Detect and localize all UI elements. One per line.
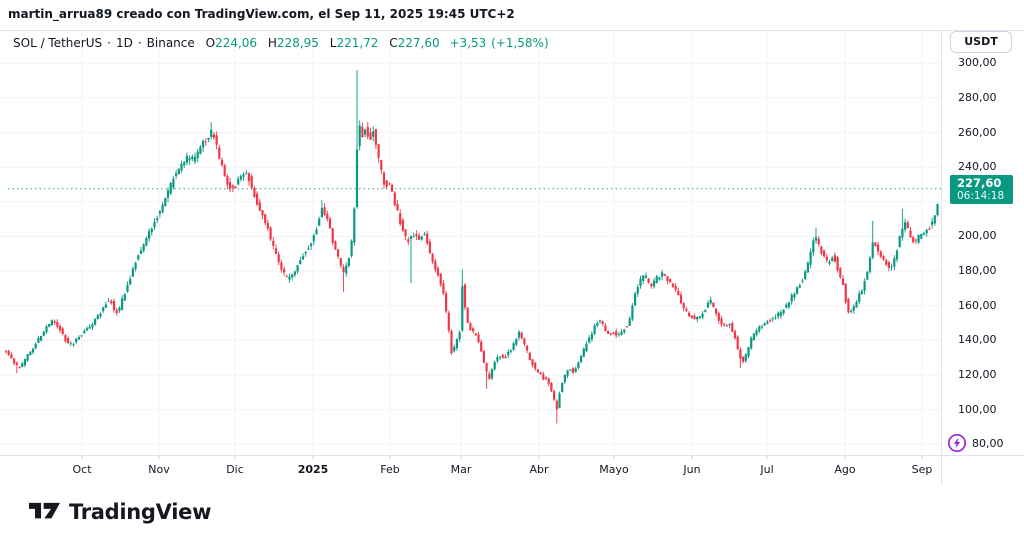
time-tick-label: Sep [911,463,933,476]
interval-label[interactable]: 1D [115,36,133,50]
price-tick-label: 280,00 [958,90,997,104]
price-tick-label: 120,00 [958,368,997,382]
time-tick-label: Nov [148,463,170,476]
symbol-legend: SOL / TetherUS · 1D · Binance O224,06 H228,9… [13,36,549,50]
price-tick-label: 260,00 [958,125,997,139]
price-tick-label: 180,00 [958,264,997,278]
price-tick-label: 200,00 [958,229,997,243]
time-tick-label: Mayo [599,463,629,476]
time-tick-label: Mar [450,463,472,476]
symbol-name[interactable]: SOL / TetherUS [13,36,103,50]
attribution-text: martin_arrua89 creado con TradingView.co… [8,7,515,21]
time-tick-label: Abr [529,463,549,476]
time-tick-label: Oct [72,463,92,476]
price-tick-label: 80,00 [972,437,1004,451]
tradingview-logo-icon [29,502,60,519]
price-tick-label: 140,00 [958,333,997,347]
exchange-label[interactable]: Binance [146,36,195,50]
ohlc-high: H228,95 [267,36,319,50]
lightning-icon [947,433,967,453]
time-tick-label: Jun [683,463,701,476]
legend-separator: · [107,36,111,50]
price-axis[interactable]: 300,00 280,00 260,00 240,00 200,00 180,00 160,… [941,30,1024,455]
legend-separator: · [137,36,142,50]
ohlc-open: O224,06 [205,36,258,50]
time-tick-label: Ago [834,463,856,476]
change-percent: (+1,58%) [491,36,549,50]
time-tick-label: Dic [226,463,244,476]
last-price-badge[interactable]: 227,60 06:14:18 [950,174,1013,204]
time-tick-label: Jul [760,463,774,476]
ohlc-close: C227,60 [389,36,440,50]
price-tick-label: 160,00 [958,298,997,312]
last-price-value: 227,60 [957,175,1002,190]
bar-countdown: 06:14:18 [957,189,1005,202]
price-tick-label: 240,00 [958,160,997,174]
price-tick-label: 300,00 [958,56,997,70]
time-tick-label: Feb [380,463,400,476]
footer-bar: TradingView [0,486,1024,541]
boost-button[interactable] [947,433,967,453]
change-absolute: +3,53 [449,36,487,50]
tradingview-logo-text: TradingView [69,499,212,524]
currency-toggle-button[interactable]: USDT [950,31,1012,53]
tradingview-logo[interactable]: TradingView [29,499,211,524]
time-tick-label: 2025 [297,463,329,476]
time-axis[interactable]: Oct Nov Dic 2025 Feb Mar Abr Mayo Jun Jul Ago Sep [0,456,1024,485]
ohlc-low: L221,72 [329,36,379,50]
price-tick-label: 100,00 [958,402,997,416]
